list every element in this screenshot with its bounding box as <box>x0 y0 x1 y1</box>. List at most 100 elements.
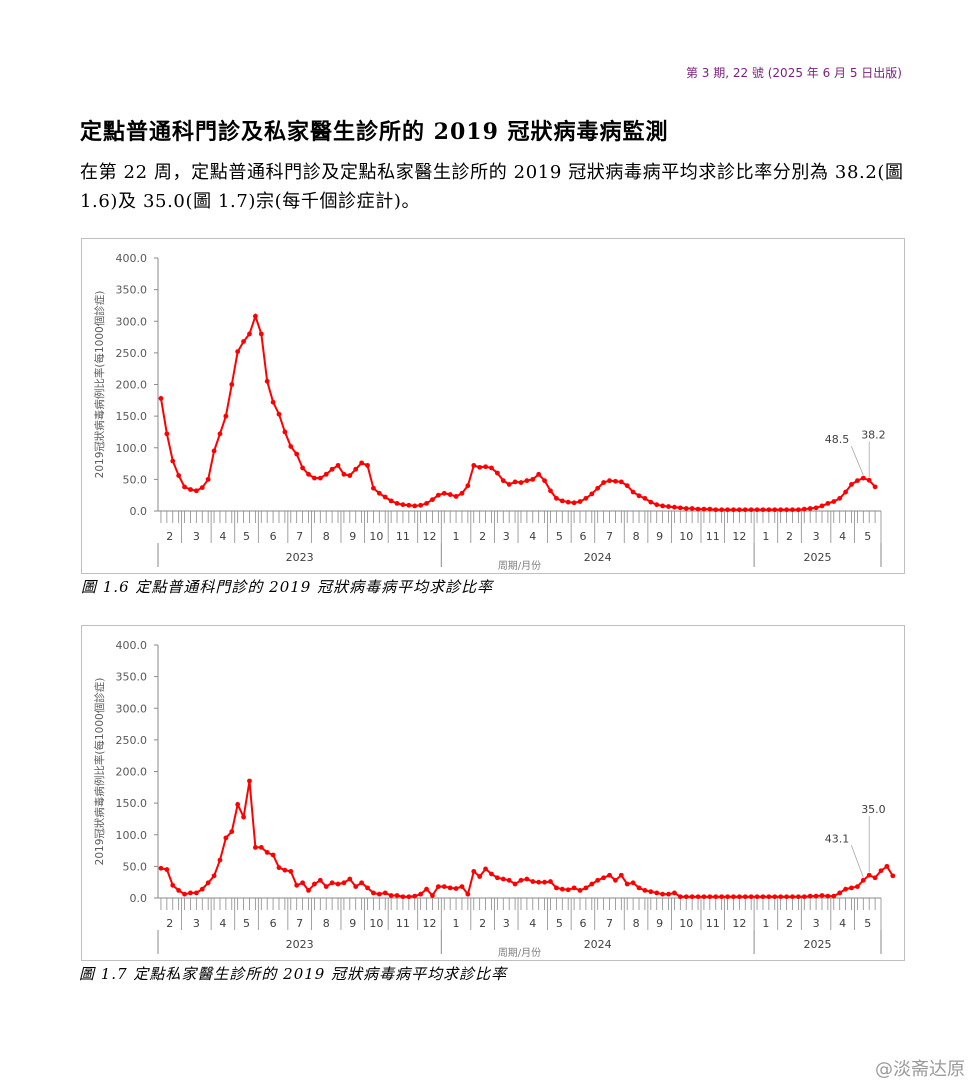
data-point <box>553 495 559 501</box>
data-point <box>489 871 494 877</box>
month-label: 7 <box>606 530 613 543</box>
data-point <box>435 884 441 890</box>
month-label: 6 <box>579 530 586 543</box>
data-point <box>235 349 241 355</box>
data-point <box>648 499 654 505</box>
data-point <box>229 829 235 834</box>
data-point <box>813 505 819 511</box>
data-point <box>182 484 187 490</box>
data-point <box>642 495 648 501</box>
year-label: 2025 <box>804 938 832 951</box>
data-point <box>701 894 707 900</box>
data-point <box>790 894 795 900</box>
data-point <box>441 490 447 496</box>
data-point <box>276 411 282 417</box>
data-point <box>512 479 518 485</box>
data-point <box>831 499 837 504</box>
y-tick-label: 350.0 <box>116 284 148 297</box>
data-point <box>607 478 612 484</box>
data-point <box>471 463 477 468</box>
data-point <box>258 845 264 850</box>
data-point <box>666 504 671 509</box>
data-point <box>518 877 524 883</box>
data-point <box>430 893 435 898</box>
data-point <box>713 507 719 513</box>
data-point <box>695 506 701 512</box>
section-title: 定點普通科門診及私家醫生診所的 2019 冠狀病毒病監測 <box>80 119 669 145</box>
month-label: 10 <box>369 530 383 543</box>
data-point <box>371 890 376 896</box>
data-point <box>754 894 760 900</box>
month-label: 5 <box>243 917 250 930</box>
data-point <box>300 465 305 471</box>
data-point <box>300 880 305 886</box>
month-label: 5 <box>243 530 250 543</box>
data-point <box>193 488 199 494</box>
data-point <box>825 893 831 899</box>
data-point <box>211 873 217 879</box>
data-point <box>359 880 365 886</box>
figure-caption-1-7: 圖 1.7 定點私家醫生診所的 2019 冠狀病毒病平均求診比率 <box>79 965 508 983</box>
month-label: 6 <box>270 917 277 930</box>
data-point <box>376 891 382 897</box>
data-point <box>241 814 246 820</box>
month-label: 8 <box>633 917 640 930</box>
data-point <box>790 507 795 513</box>
data-point <box>736 507 742 513</box>
month-label: 1 <box>453 917 460 930</box>
data-point <box>382 890 388 896</box>
chart-private-doctors: 0.0 50.0 100.0 150.0 200.0 250.0 300.0 350.0 400… <box>81 625 905 961</box>
month-label: 9 <box>349 917 356 930</box>
y-tick-label: 50.0 <box>123 473 148 486</box>
data-point <box>341 471 347 477</box>
data-point <box>500 876 506 882</box>
month-label: 12 <box>422 530 436 543</box>
data-point <box>394 501 400 506</box>
data-point <box>465 483 471 489</box>
month-label: 5 <box>556 917 563 930</box>
y-tick-label: 150.0 <box>116 410 148 423</box>
data-point <box>252 845 258 850</box>
data-point <box>884 863 890 869</box>
month-label: 10 <box>369 917 383 930</box>
data-point <box>707 506 713 512</box>
data-point <box>666 891 671 897</box>
annotation-leader <box>850 845 864 878</box>
y-tick-label: 150.0 <box>116 797 148 810</box>
data-point <box>648 889 654 895</box>
data-point <box>477 874 483 879</box>
data-point <box>512 881 518 887</box>
data-point <box>677 505 683 511</box>
data-point <box>335 881 341 887</box>
data-point <box>772 894 778 900</box>
data-point <box>890 873 896 879</box>
data-point <box>323 471 329 477</box>
issue-header: 第 3 期, 22 號 (2025 年 6 月 5 日出版) <box>685 66 902 80</box>
data-point <box>158 865 164 871</box>
watermark: @淡斋达原 <box>875 1059 965 1080</box>
data-point <box>306 471 311 477</box>
data-point <box>276 865 282 871</box>
data-point <box>288 444 294 449</box>
month-label: 11 <box>396 530 410 543</box>
data-point <box>188 890 193 896</box>
y-tick-label: 300.0 <box>116 315 148 328</box>
data-point <box>406 894 412 900</box>
data-point <box>772 507 778 513</box>
month-label: 3 <box>503 917 510 930</box>
data-point <box>801 894 807 900</box>
data-point <box>807 893 813 899</box>
data-point <box>406 502 412 508</box>
month-label: 2 <box>786 530 793 543</box>
data-point <box>766 894 772 900</box>
year-label: 2023 <box>286 551 314 564</box>
y-tick-label: 250.0 <box>116 734 148 747</box>
data-point <box>494 470 500 476</box>
data-point <box>837 890 843 896</box>
year-label: 2025 <box>804 551 832 564</box>
data-point <box>453 494 459 499</box>
data-point <box>494 875 500 881</box>
y-tick-label: 0.0 <box>130 892 148 905</box>
data-point <box>465 891 471 897</box>
data-point <box>613 478 618 484</box>
